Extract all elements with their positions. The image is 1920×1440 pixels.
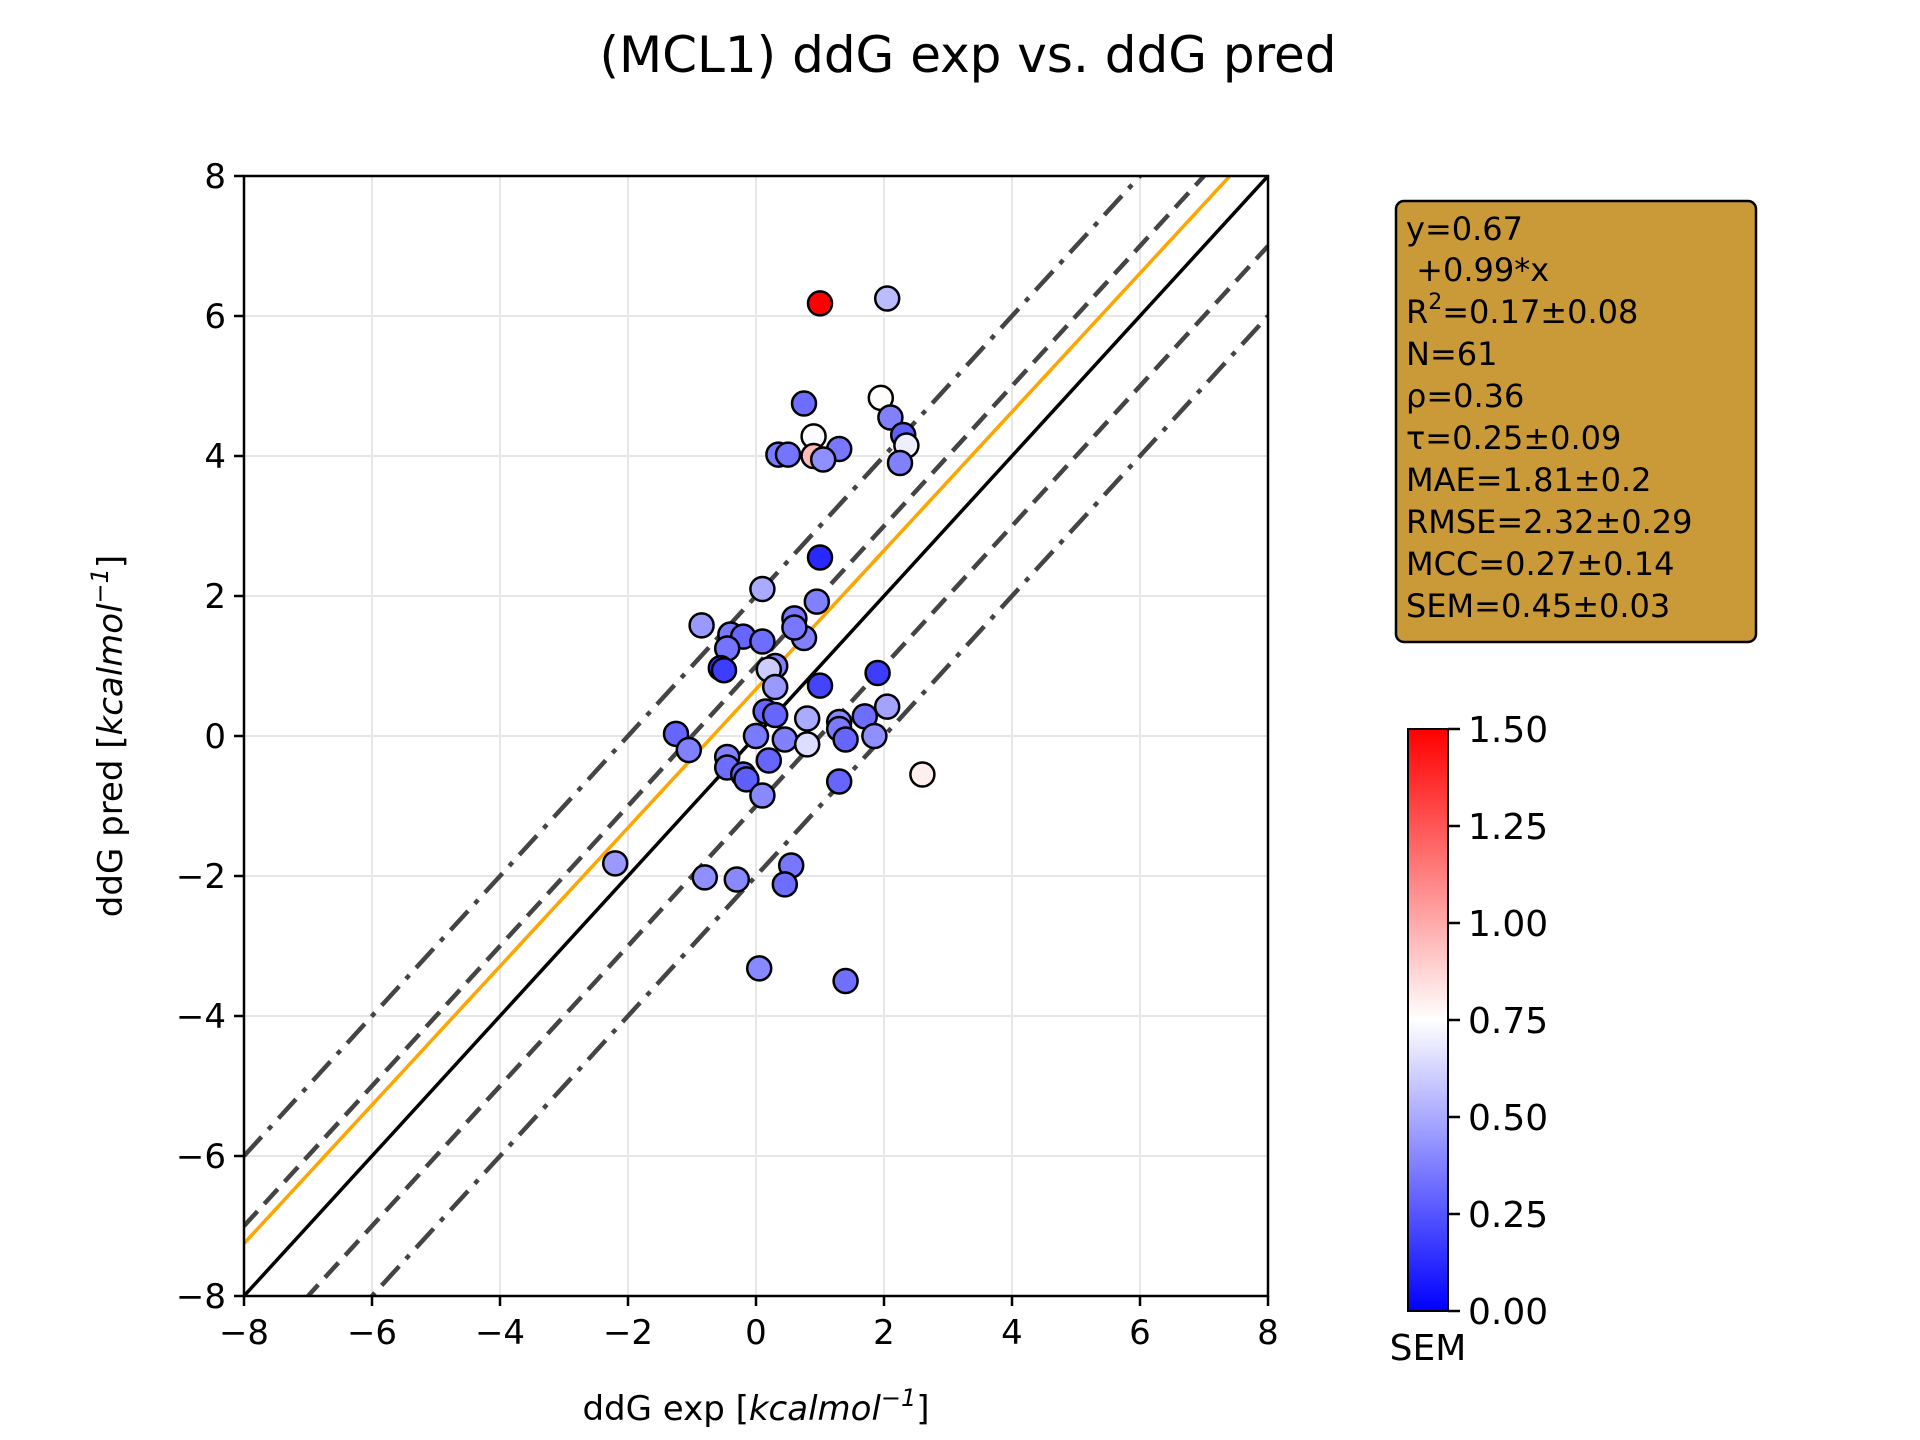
stats-line-sem: SEM=0.45±0.03: [1406, 587, 1670, 625]
data-point: [877, 404, 904, 431]
colorbar-tick-label: 0.25: [1468, 1195, 1548, 1236]
data-point: [761, 701, 789, 729]
data-point: [909, 761, 936, 788]
stats-line-r2: R2=0.17±0.08: [1406, 290, 1638, 331]
data-point: [809, 446, 837, 473]
data-point: [710, 656, 738, 684]
data-point: [873, 693, 901, 720]
data-point: [864, 659, 891, 687]
x-tick-label: 6: [1129, 1313, 1151, 1353]
x-tick-label: 2: [873, 1313, 895, 1353]
y-tick-label: 2: [204, 577, 226, 617]
y-tick-label: 0: [204, 717, 226, 757]
data-point: [825, 768, 853, 795]
colorbar: 0.00 0.25 0.50 0.75 1.00 1.25 1.50 SEM: [1390, 710, 1548, 1369]
data-point: [755, 747, 783, 774]
stats-box-background: [1394, 199, 1758, 644]
chart-title: (MCL1) ddG exp vs. ddG pred: [599, 26, 1336, 84]
data-point: [806, 290, 834, 317]
data-point: [675, 736, 703, 764]
y-tick-label: −2: [176, 857, 226, 897]
data-point: [745, 955, 773, 982]
data-point: [742, 722, 770, 750]
data-point: [806, 672, 834, 699]
stats-line-n: N=61: [1406, 335, 1497, 373]
colorbar-tick-label: 1.00: [1468, 904, 1548, 945]
colorbar-tick-label: 0.75: [1468, 1001, 1548, 1042]
x-tick-label: 0: [745, 1313, 767, 1353]
colorbar-ticks: 0.00 0.25 0.50 0.75 1.00 1.25 1.50: [1448, 710, 1548, 1333]
colorbar-tick-label: 0.50: [1468, 1098, 1548, 1139]
dashdot-line: [244, 176, 1144, 1158]
colorbar-label: SEM: [1390, 1328, 1467, 1369]
colorbar-tick-label: 1.50: [1468, 710, 1548, 751]
x-tick-label: −6: [347, 1313, 397, 1353]
data-point: [749, 782, 776, 809]
data-point: [832, 967, 859, 995]
x-tick-label: −4: [475, 1313, 525, 1353]
x-tick-label: 4: [1001, 1313, 1023, 1353]
data-point: [803, 588, 831, 615]
data-point: [793, 731, 821, 758]
stats-line-mae: MAE=1.81±0.2: [1406, 461, 1651, 499]
y-tick-label: 8: [204, 157, 226, 197]
y-axis-label: ddG pred [kcalmol−1]: [86, 555, 131, 917]
dashed-line: [244, 176, 1208, 1228]
stats-line-rmse: RMSE=2.32±0.29: [1406, 503, 1693, 541]
data-point: [771, 871, 799, 898]
data-point: [601, 850, 629, 877]
stats-line-slope: +0.99*x: [1406, 251, 1549, 289]
data-point: [832, 726, 859, 753]
data-point: [691, 864, 719, 891]
stats-line-tau: τ=0.25±0.09: [1406, 419, 1621, 457]
data-point: [886, 449, 914, 477]
y-tick-label: 4: [204, 437, 226, 477]
y-tick-label: −4: [176, 997, 226, 1037]
y-tick-label: −8: [176, 1277, 226, 1317]
y-tick-label: −6: [176, 1137, 226, 1177]
stats-line-intercept: y=0.67: [1406, 210, 1523, 248]
data-point: [771, 726, 799, 753]
data-point: [873, 285, 901, 312]
data-point: [790, 390, 818, 417]
dashdot-line: [368, 314, 1268, 1296]
axis-ticks: −8 −6 −4 −2 0 2 4 6 8 −8 −6 −4 −2 0 2 4 6 8: [176, 157, 1279, 1353]
data-point: [774, 441, 802, 468]
stats-line-rho: ρ=0.36: [1406, 377, 1524, 415]
colorbar-tick-label: 1.25: [1468, 807, 1548, 848]
data-point: [861, 722, 888, 750]
data-point: [688, 612, 715, 639]
data-point: [733, 766, 760, 793]
data-points: [601, 285, 936, 995]
data-point: [793, 705, 821, 732]
data-point: [723, 866, 751, 893]
x-tick-label: −8: [219, 1313, 269, 1353]
data-point: [749, 628, 776, 655]
x-tick-label: 8: [1257, 1313, 1279, 1353]
y-tick-label: 6: [204, 297, 226, 337]
colorbar-gradient: [1407, 728, 1449, 1312]
colorbar-tick-label: 0.00: [1468, 1292, 1548, 1333]
data-point: [806, 544, 834, 571]
x-axis-label: ddG exp [kcalmol−1]: [582, 1384, 929, 1429]
data-point: [749, 575, 776, 603]
stats-box: y=0.67 +0.99*x R2=0.17±0.08 N=61 ρ=0.36 …: [1394, 199, 1758, 644]
stats-line-mcc: MCC=0.27±0.14: [1406, 545, 1674, 583]
fit-line: [244, 176, 1233, 1245]
data-point: [761, 673, 789, 701]
data-point: [781, 614, 808, 641]
x-tick-label: −2: [603, 1313, 653, 1353]
